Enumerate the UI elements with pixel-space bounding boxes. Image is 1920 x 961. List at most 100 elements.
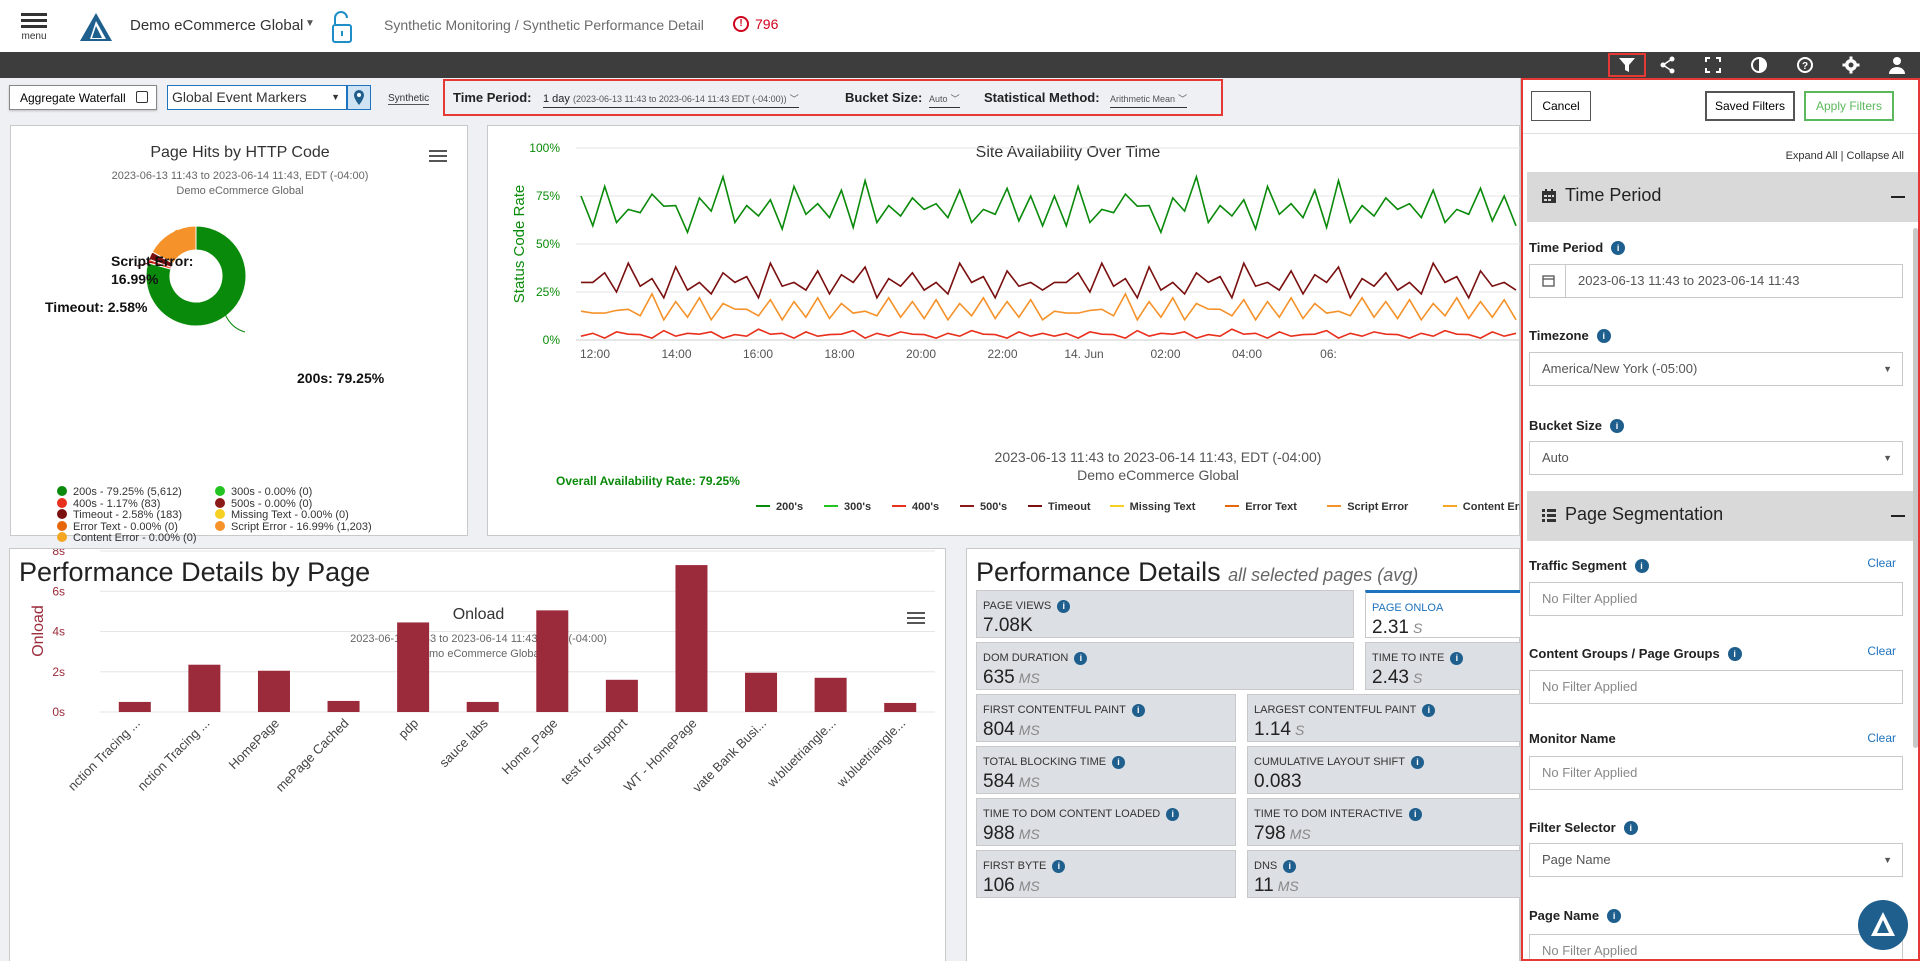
- legend-item[interactable]: 300's: [824, 501, 871, 513]
- aggregate-waterfall-button[interactable]: Aggregate Waterfall: [9, 85, 157, 110]
- info-icon[interactable]: i: [1607, 909, 1622, 923]
- clear-monitor-link[interactable]: Clear: [1867, 731, 1896, 745]
- marker-pin-button[interactable]: [347, 85, 371, 110]
- share-icon[interactable]: [1655, 55, 1681, 75]
- stat-method-dropdown[interactable]: Arithmetic Mean ﹀: [1110, 92, 1188, 108]
- metric-card[interactable]: Page Views i 7.08K: [976, 590, 1354, 638]
- legend-item[interactable]: 400's: [892, 501, 939, 513]
- info-icon[interactable]: i: [1596, 329, 1611, 343]
- clear-traffic-link[interactable]: Clear: [1867, 556, 1896, 570]
- legend-item[interactable]: Missing Text: [1109, 501, 1195, 513]
- metric-card[interactable]: Cumulative Layout Shift i 0.083: [1247, 746, 1525, 794]
- legend-item[interactable]: 500s - 0.00% (0): [215, 497, 312, 510]
- info-icon[interactable]: i: [1623, 821, 1638, 835]
- info-icon[interactable]: i: [1609, 419, 1624, 433]
- apply-filters-button[interactable]: Apply Filters: [1804, 91, 1894, 121]
- info-icon[interactable]: i: [1166, 808, 1180, 821]
- clear-content-link[interactable]: Clear: [1867, 644, 1896, 658]
- bucket-size-dropdown[interactable]: Auto ﹀: [929, 92, 960, 108]
- contrast-icon[interactable]: [1746, 55, 1772, 75]
- info-icon[interactable]: i: [1422, 704, 1436, 717]
- legend-item[interactable]: 400s - 1.17% (83): [57, 497, 160, 510]
- metric-unit: S: [1412, 620, 1423, 636]
- metric-unit: MS: [1289, 826, 1311, 842]
- help-chat-button[interactable]: [1858, 900, 1908, 950]
- gear-icon[interactable]: [1838, 55, 1864, 75]
- legend-item[interactable]: 200's: [756, 501, 803, 513]
- chart-menu-button[interactable]: [907, 612, 925, 626]
- info-icon[interactable]: i: [1052, 860, 1066, 873]
- info-icon[interactable]: i: [1131, 704, 1145, 717]
- legend-item[interactable]: Script Error - 16.99% (1,203): [215, 520, 372, 533]
- metric-card[interactable]: Time to DOM Interactive i 798 MS: [1247, 798, 1525, 846]
- info-icon[interactable]: i: [1057, 600, 1071, 613]
- legend-item[interactable]: Timeout - 2.58% (183): [57, 509, 182, 521]
- unlock-icon[interactable]: [330, 10, 354, 44]
- cancel-button[interactable]: Cancel: [1531, 91, 1591, 121]
- content-groups-input[interactable]: No Filter Applied: [1529, 670, 1903, 704]
- expand-collapse-links[interactable]: Expand All | Collapse All: [1785, 150, 1904, 162]
- saved-filters-button[interactable]: Saved Filters: [1705, 91, 1795, 121]
- collapse-icon[interactable]: [1891, 515, 1905, 517]
- traffic-segment-input[interactable]: No Filter Applied: [1529, 582, 1903, 616]
- info-icon[interactable]: i: [1408, 808, 1422, 821]
- filter-icon[interactable]: [1608, 53, 1646, 77]
- section-page-segmentation[interactable]: Page Segmentation: [1527, 491, 1919, 541]
- time-period-dropdown[interactable]: 1 day (2023-06-13 11:43 to 2023-06-14 11…: [543, 92, 799, 108]
- metric-value: 7.08K: [983, 615, 1037, 637]
- time-period-input[interactable]: 2023-06-13 11:43 to 2023-06-14 11:43: [1529, 264, 1903, 298]
- menu-icon-bar: [21, 25, 47, 28]
- legend-item[interactable]: 500's: [960, 501, 1007, 513]
- info-icon[interactable]: i: [1634, 559, 1649, 573]
- filter-selector-select[interactable]: Page Name ▼: [1529, 843, 1903, 877]
- metric-card[interactable]: DOM Duration i 635 MS: [976, 642, 1354, 690]
- collapse-icon[interactable]: [1891, 196, 1905, 198]
- info-icon[interactable]: i: [1727, 647, 1742, 661]
- metric-label-text: Cumulative Layout Shift: [1254, 756, 1405, 768]
- legend-item[interactable]: Error Text: [1225, 501, 1297, 513]
- org-dropdown-caret-icon[interactable]: ▼: [305, 18, 315, 29]
- metric-card[interactable]: Largest Contentful Paint i 1.14 S: [1247, 694, 1525, 742]
- legend-item[interactable]: Content Erro: [1442, 501, 1521, 513]
- legend-label: 200's: [776, 501, 804, 513]
- event-markers-select[interactable]: Global Event Markers ▼: [167, 85, 347, 110]
- x-tick-label: 02:00: [1150, 347, 1180, 361]
- bucket-size-label: Bucket Size:: [845, 90, 923, 105]
- info-icon[interactable]: i: [1410, 756, 1424, 769]
- chart-menu-button[interactable]: [429, 150, 447, 164]
- metric-card[interactable]: Time to Inte i 2.43 S: [1365, 642, 1525, 690]
- timezone-select[interactable]: America/New York (-05:00) ▼: [1529, 352, 1903, 386]
- blue-triangle-logo-icon[interactable]: [78, 11, 114, 43]
- page-name-input[interactable]: No Filter Applied: [1529, 934, 1903, 961]
- legend-item[interactable]: Script Error: [1327, 501, 1408, 513]
- monitor-name-input[interactable]: No Filter Applied: [1529, 756, 1903, 790]
- legend-item[interactable]: Missing Text - 0.00% (0): [215, 509, 349, 521]
- legend-item[interactable]: 200s - 79.25% (5,612): [57, 486, 182, 498]
- user-icon[interactable]: [1884, 55, 1910, 75]
- alert-indicator[interactable]: ! 796: [733, 16, 778, 32]
- info-icon[interactable]: i: [1450, 652, 1464, 665]
- legend-item[interactable]: 300s - 0.00% (0): [215, 486, 312, 498]
- section-time-period[interactable]: Time Period: [1527, 172, 1919, 222]
- fullscreen-icon[interactable]: [1700, 55, 1726, 75]
- bucket-size-select[interactable]: Auto ▼: [1529, 441, 1903, 475]
- legend-item[interactable]: Error Text - 0.00% (0): [57, 520, 178, 533]
- info-icon[interactable]: i: [1283, 860, 1297, 873]
- info-icon[interactable]: i: [1112, 756, 1126, 769]
- metric-card[interactable]: First Contentful Paint i 804 MS: [976, 694, 1236, 742]
- org-selector[interactable]: Demo eCommerce Global: [130, 17, 304, 34]
- legend-item[interactable]: Content Error - 0.00% (0): [57, 532, 197, 544]
- menu-button[interactable]: menu: [18, 10, 50, 44]
- metric-card[interactable]: First Byte i 106 MS: [976, 850, 1236, 898]
- metric-card[interactable]: Page Onloa 2.31 S: [1365, 590, 1525, 638]
- metric-card[interactable]: Total Blocking Time i 584 MS: [976, 746, 1236, 794]
- legend-swatch: [756, 505, 770, 507]
- synthetic-tag[interactable]: Synthetic: [388, 93, 430, 105]
- metric-card[interactable]: DNS i 11 MS: [1247, 850, 1525, 898]
- legend-item[interactable]: Timeout: [1028, 501, 1091, 513]
- metric-card[interactable]: Time to DOM Content Loaded i 988 MS: [976, 798, 1236, 846]
- info-icon[interactable]: i: [1074, 652, 1088, 665]
- help-icon[interactable]: ?: [1792, 55, 1818, 75]
- scrollbar[interactable]: [1913, 228, 1918, 748]
- info-icon[interactable]: i: [1611, 241, 1626, 255]
